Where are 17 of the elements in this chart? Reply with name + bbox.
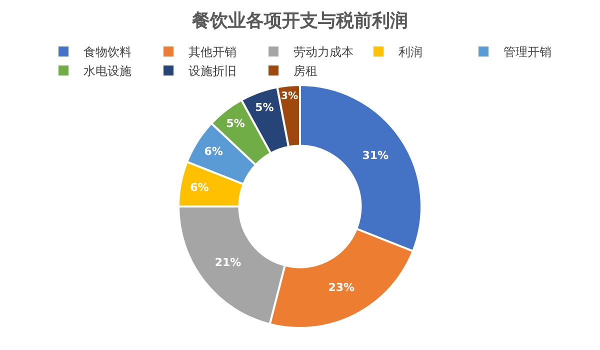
legend-label: 房租: [294, 64, 318, 78]
legend-label: 其他开销: [188, 45, 236, 60]
data-label: 5%: [255, 101, 274, 114]
data-label: 6%: [190, 180, 209, 194]
legend-label: 设施折旧: [188, 64, 236, 78]
chart-title: 餐饮业各项开支与税前利润: [191, 10, 408, 32]
data-label: 5%: [226, 116, 245, 130]
legend-label: 管理开销: [504, 45, 552, 60]
legend-label: 食物饮料: [84, 45, 132, 60]
data-label: 23%: [328, 281, 355, 294]
data-label: 21%: [214, 256, 242, 269]
legend-label: 劳动力成本: [294, 45, 354, 60]
data-label: 6%: [204, 145, 223, 158]
legend-label: 利润: [398, 45, 422, 60]
legend-label: 水电设施: [84, 64, 132, 78]
data-label: 31%: [362, 148, 389, 162]
data-label: 3%: [280, 91, 298, 102]
